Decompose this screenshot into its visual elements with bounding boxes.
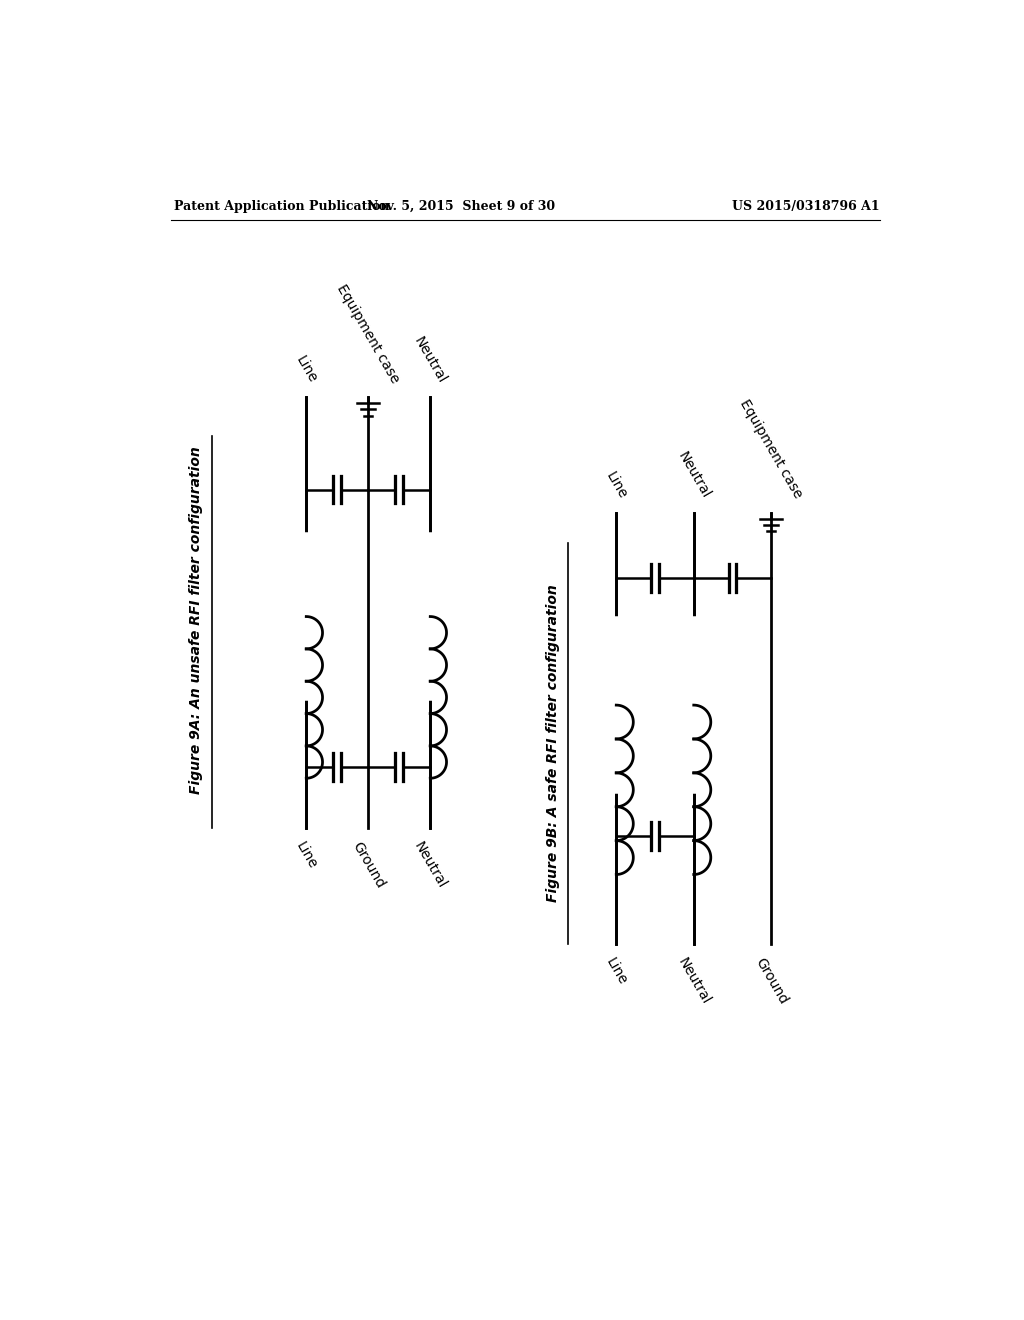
Text: US 2015/0318796 A1: US 2015/0318796 A1 [732, 199, 880, 213]
Text: Neutral: Neutral [675, 956, 713, 1007]
Text: Ground: Ground [753, 956, 791, 1007]
Text: Patent Application Publication: Patent Application Publication [174, 199, 390, 213]
Text: Line: Line [293, 354, 319, 385]
Text: Figure 9A: An unsafe RFI filter configuration: Figure 9A: An unsafe RFI filter configur… [189, 446, 203, 795]
Text: Nov. 5, 2015  Sheet 9 of 30: Nov. 5, 2015 Sheet 9 of 30 [368, 199, 555, 213]
Text: Neutral: Neutral [412, 840, 450, 891]
Text: Neutral: Neutral [675, 450, 713, 502]
Text: Line: Line [603, 956, 630, 987]
Text: Ground: Ground [349, 840, 387, 891]
Text: Neutral: Neutral [412, 334, 450, 385]
Text: Equipment case: Equipment case [334, 282, 402, 385]
Text: Equipment case: Equipment case [737, 397, 805, 502]
Text: Figure 9B: A safe RFI filter configuration: Figure 9B: A safe RFI filter configurati… [546, 585, 560, 903]
Text: Line: Line [603, 469, 630, 502]
Text: Line: Line [293, 840, 319, 871]
